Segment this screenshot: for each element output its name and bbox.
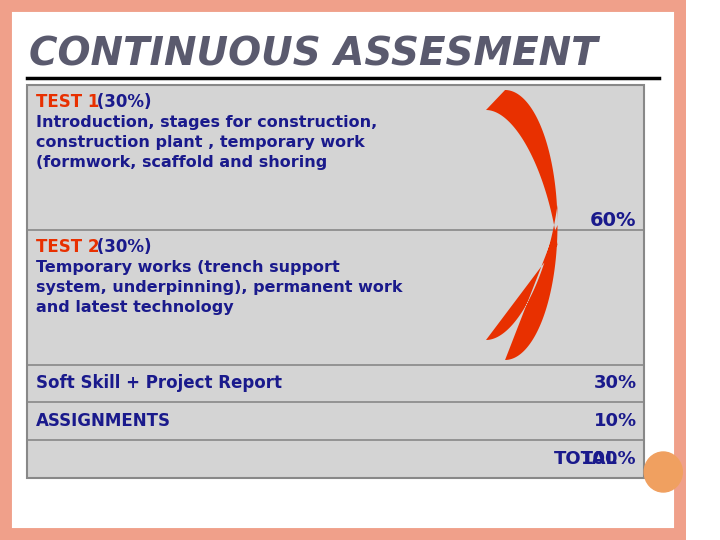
- Text: (formwork, scaffold and shoring: (formwork, scaffold and shoring: [36, 155, 328, 170]
- Text: 60%: 60%: [590, 211, 636, 229]
- Text: CONTINUOUS ASSESMENT: CONTINUOUS ASSESMENT: [29, 35, 597, 73]
- Circle shape: [644, 452, 683, 492]
- Text: ASSIGNMENTS: ASSIGNMENTS: [36, 412, 171, 430]
- Text: TEST 2: TEST 2: [36, 238, 99, 256]
- Text: construction plant , temporary work: construction plant , temporary work: [36, 135, 365, 150]
- Text: Introduction, stages for construction,: Introduction, stages for construction,: [36, 115, 377, 130]
- Text: 100%: 100%: [581, 450, 636, 468]
- Text: TEST 1: TEST 1: [36, 93, 99, 111]
- Text: (30%): (30%): [91, 238, 152, 256]
- Text: TOTAL: TOTAL: [554, 450, 618, 468]
- FancyBboxPatch shape: [5, 5, 681, 535]
- Text: 10%: 10%: [593, 412, 636, 430]
- Text: and latest technology: and latest technology: [36, 300, 234, 315]
- Text: 30%: 30%: [593, 375, 636, 393]
- Text: (30%): (30%): [91, 93, 152, 111]
- Text: Temporary works (trench support: Temporary works (trench support: [36, 260, 340, 275]
- FancyBboxPatch shape: [27, 85, 644, 478]
- Text: Soft Skill + Project Report: Soft Skill + Project Report: [36, 375, 282, 393]
- Text: system, underpinning), permanent work: system, underpinning), permanent work: [36, 280, 402, 295]
- Polygon shape: [486, 90, 557, 360]
